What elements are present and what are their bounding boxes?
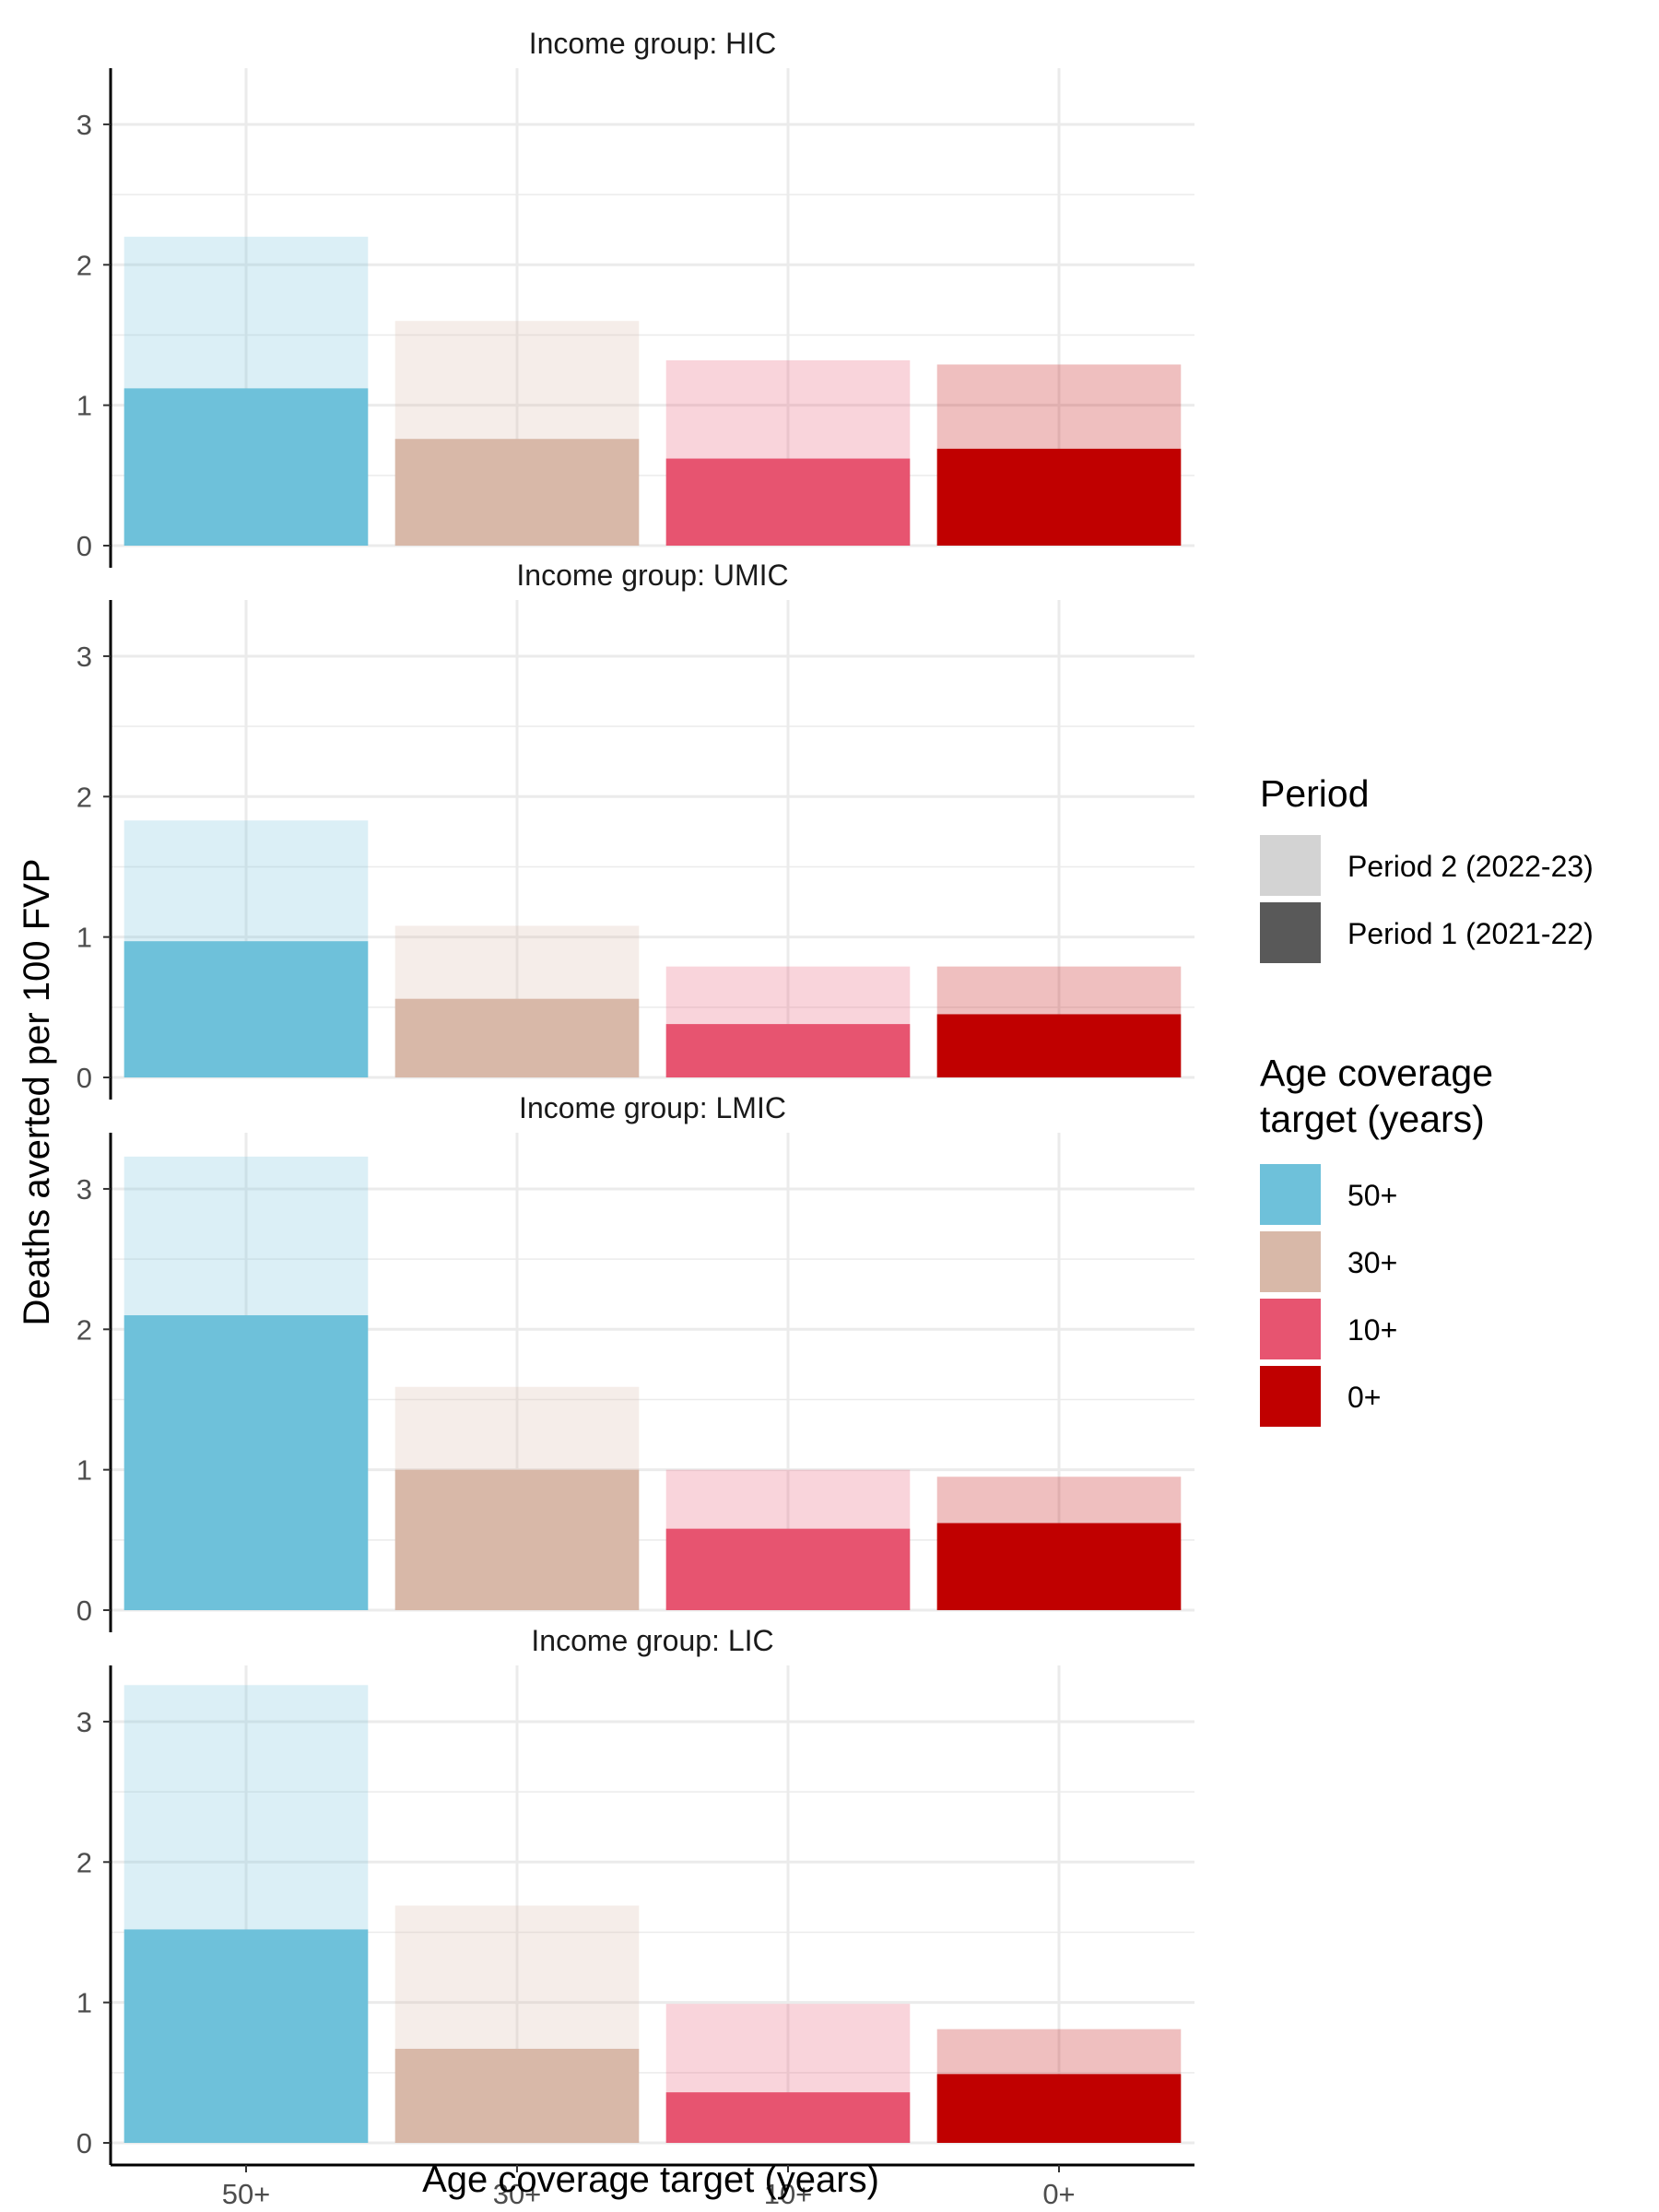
bar-period-1 <box>665 2092 911 2143</box>
y-tick-label: 0 <box>76 2127 92 2159</box>
y-tick-label: 1 <box>76 390 92 422</box>
bar-period-1 <box>665 1024 911 1077</box>
panel-title: Income group: HIC <box>529 27 777 60</box>
legend-key-period <box>1260 835 1321 896</box>
legend-title-age: Age coverage target (years) <box>1260 1052 1493 1140</box>
y-tick-label: 1 <box>76 922 92 954</box>
y-tick-label: 0 <box>76 1062 92 1094</box>
x-axis: 50+ 30+ 10+ 0+ <box>111 2163 1194 2210</box>
bar-period-1 <box>665 458 911 546</box>
panel-title: Income group: LMIC <box>519 1091 786 1124</box>
legend-key-age <box>1260 1299 1321 1359</box>
panel-3: Income group: LMIC 0 1 2 3 <box>76 1091 1194 1632</box>
bar-period-1 <box>936 448 1182 546</box>
bar-period-1 <box>936 1523 1182 1610</box>
panel-1: Income group: HIC 0 1 2 3 <box>76 27 1194 568</box>
legend-title-period: Period <box>1260 772 1370 815</box>
panel-title: Income group: LIC <box>531 1624 773 1657</box>
legend-key-age <box>1260 1231 1321 1292</box>
y-tick-label: 3 <box>76 1706 92 1738</box>
legend-label-age: 0+ <box>1347 1381 1381 1414</box>
panel-2: Income group: UMIC 0 1 2 3 <box>76 559 1194 1100</box>
y-tick-label: 3 <box>76 109 92 141</box>
y-tick-label: 2 <box>76 781 92 813</box>
bar-period-1 <box>665 1528 911 1610</box>
bar-period-1 <box>394 439 640 546</box>
legend-label-age: 10+ <box>1347 1313 1397 1347</box>
bar-period-1 <box>394 2048 640 2143</box>
bar-period-1 <box>936 2074 1182 2143</box>
legend-key-period <box>1260 902 1321 963</box>
y-tick-label: 0 <box>76 1594 92 1627</box>
bar-period-1 <box>124 388 369 546</box>
x-axis-title: Age coverage target (years) <box>422 2159 879 2200</box>
bar-period-1 <box>124 941 369 1077</box>
legend-key-age <box>1260 1366 1321 1427</box>
y-axis-title: Deaths averted per 100 FVP <box>17 859 57 1326</box>
y-tick-label: 2 <box>76 249 92 281</box>
bar-period-1 <box>124 1315 369 1610</box>
y-tick-label: 2 <box>76 1313 92 1346</box>
panel-4: Income group: LIC 0 1 2 3 <box>76 1624 1194 2165</box>
y-tick-label: 0 <box>76 530 92 562</box>
x-tick-label: 0+ <box>1042 2178 1075 2210</box>
x-tick-label: 50+ <box>222 2178 271 2210</box>
legends: Period Period 2 (2022-23) Period 1 (2021-2… <box>1260 772 1594 1427</box>
y-tick-label: 3 <box>76 1173 92 1206</box>
legend-label-period: Period 1 (2021-22) <box>1347 917 1594 950</box>
x-tick-label: 30+ <box>493 2178 542 2210</box>
y-tick-label: 2 <box>76 1846 92 1878</box>
bar-period-1 <box>394 1469 640 1610</box>
chart-panels: Income group: HIC 0 1 2 3 Income group: UMIC 0… <box>76 27 1194 2165</box>
bar-period-1 <box>936 1014 1182 1077</box>
panel-title: Income group: UMIC <box>516 559 788 592</box>
legend-label-age: 50+ <box>1347 1179 1397 1212</box>
y-tick-label: 1 <box>76 1987 92 2019</box>
x-tick-label: 10+ <box>764 2178 813 2210</box>
legend-label-period: Period 2 (2022-23) <box>1347 850 1594 883</box>
y-tick-label: 3 <box>76 641 92 673</box>
y-tick-label: 1 <box>76 1454 92 1487</box>
bar-period-1 <box>124 1929 369 2143</box>
legend-label-age: 30+ <box>1347 1246 1397 1279</box>
legend-key-age <box>1260 1164 1321 1225</box>
bar-period-1 <box>394 998 640 1077</box>
